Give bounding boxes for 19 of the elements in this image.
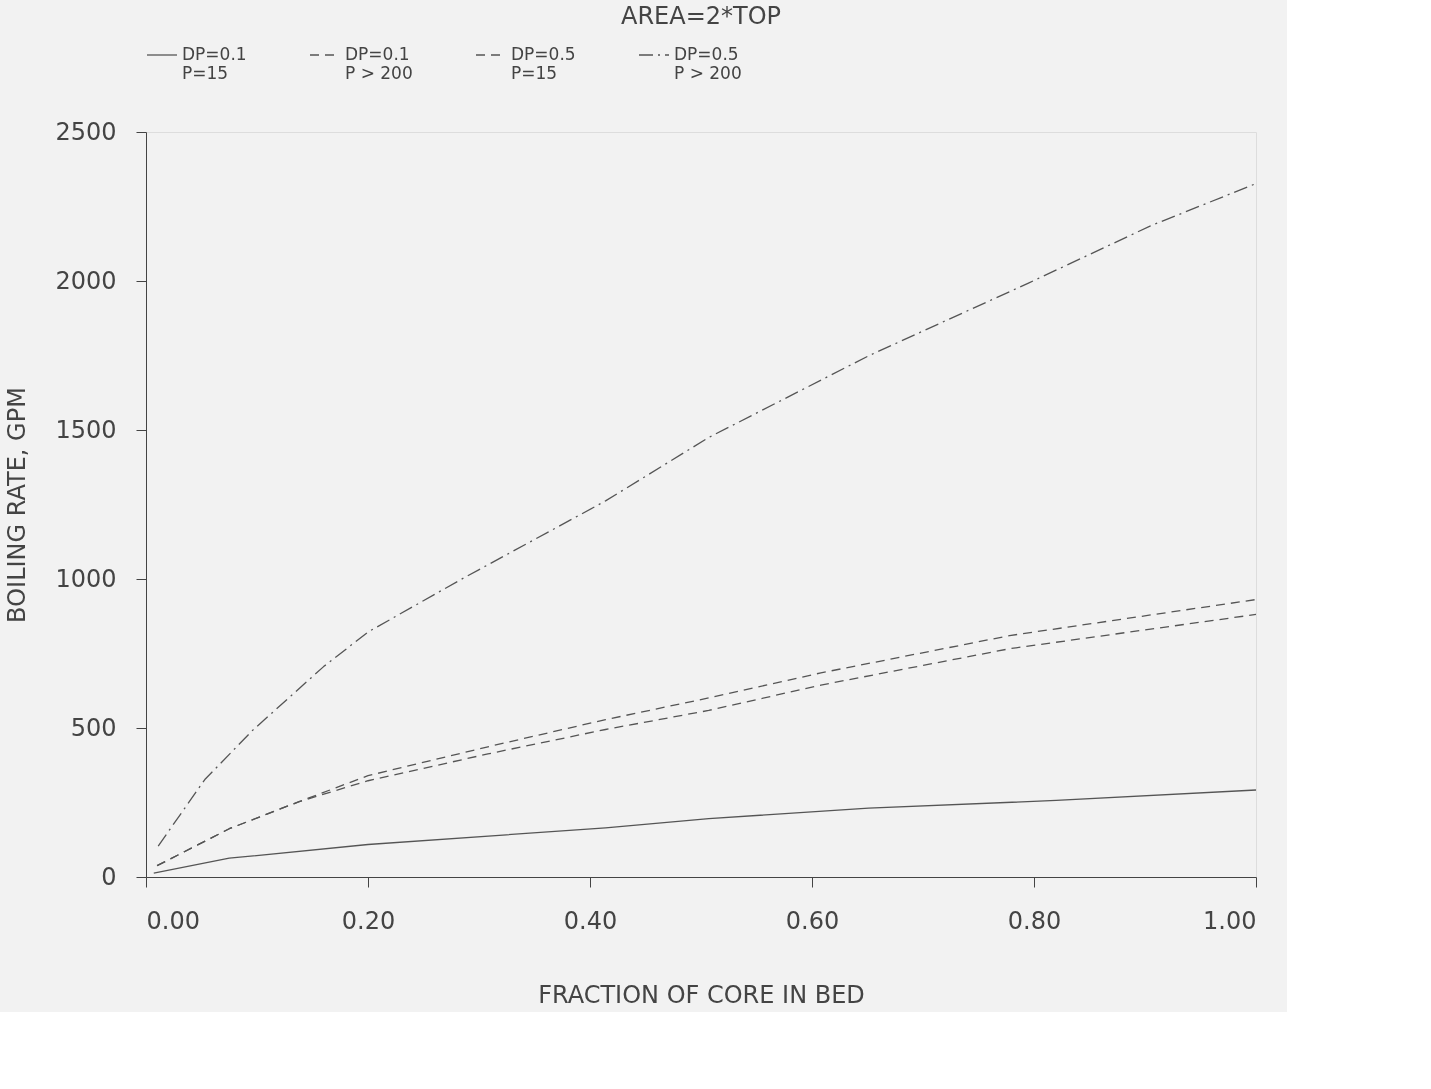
x-tick-label: 0.20 <box>341 906 396 935</box>
x-tick-label: 0.40 <box>563 906 618 935</box>
legend-label: DP=0.1 P > 200 <box>345 44 413 83</box>
y-tick-label: 1500 <box>55 415 117 444</box>
x-axis-title: FRACTION OF CORE IN BED <box>538 980 865 1009</box>
y-tick-label: 2000 <box>55 266 117 295</box>
y-tick-label: 1000 <box>55 564 117 593</box>
legend-label: DP=0.5 P > 200 <box>674 44 742 83</box>
legend-label: DP=0.1 P=15 <box>182 44 247 83</box>
x-tick-label: 1.00 <box>1203 906 1257 935</box>
chart-title: AREA=2*TOP <box>620 2 782 30</box>
legend-label: DP=0.5 P=15 <box>511 44 576 83</box>
x-tick-label: 0.00 <box>146 906 200 935</box>
y-tick-label: 0 <box>101 862 117 891</box>
x-tick-label: 0.60 <box>785 906 840 935</box>
x-tick-label: 0.80 <box>1007 906 1062 935</box>
y-tick-label: 500 <box>70 713 117 742</box>
y-tick-label: 2500 <box>55 117 117 146</box>
y-axis-title: BOILING RATE, GPM <box>3 387 32 623</box>
